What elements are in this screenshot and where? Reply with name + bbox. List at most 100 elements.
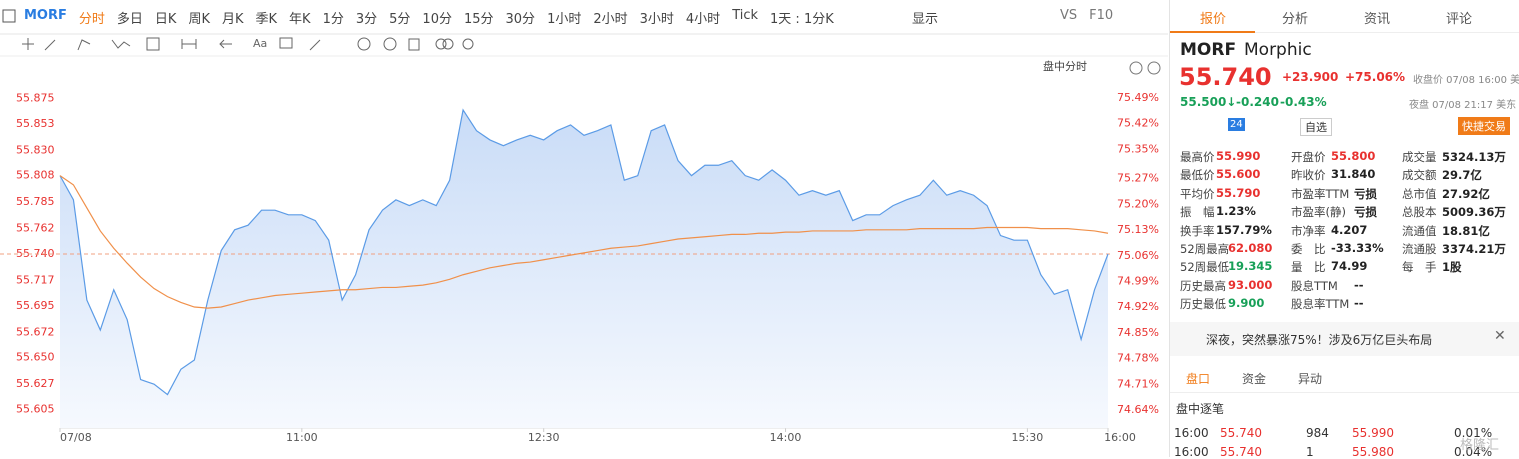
period-button[interactable]: 年K [289, 12, 311, 27]
period-button[interactable]: 2小时 [593, 12, 628, 27]
stat-label: 流通股 [1402, 242, 1437, 256]
mode-label[interactable]: 盘中分时 [1043, 59, 1087, 73]
period-button[interactable]: 1小时 [547, 12, 582, 27]
y2-tick-label: 75.13% [1117, 223, 1159, 236]
tab[interactable]: 报价 [1200, 12, 1227, 27]
period-button[interactable]: 季K [255, 12, 278, 27]
icon[interactable] [22, 38, 34, 50]
period-button[interactable]: 3小时 [639, 12, 674, 27]
stat-label: 量 比 [1291, 260, 1326, 275]
period-button[interactable]: 10分 [422, 12, 452, 27]
icon[interactable] [111, 39, 131, 49]
stat-value: 55.600 [1216, 167, 1261, 182]
ext-time: 夜盘 07/08 21:17 美东 [1409, 100, 1517, 111]
icon[interactable] [383, 37, 397, 51]
period-button[interactable]: 15分 [463, 12, 494, 27]
stat-value: 74.99 [1331, 259, 1368, 274]
tab[interactable]: 资金 [1242, 372, 1267, 386]
period-button[interactable]: 30分 [505, 12, 536, 27]
icon[interactable] [77, 39, 91, 51]
stat-label: 总股本 [1402, 205, 1437, 220]
stat-label: 市盈率TTM [1291, 186, 1350, 201]
tab[interactable]: 盘口 [1186, 372, 1211, 386]
period-button[interactable]: 分时 [78, 12, 105, 27]
icon[interactable] [442, 38, 454, 50]
trade-cell: 55.990 [1352, 426, 1394, 440]
period-button[interactable]: 1分 [322, 12, 344, 27]
tab[interactable]: 评论 [1446, 12, 1473, 27]
icon[interactable] [1147, 61, 1161, 75]
y2-tick-label: 74.64% [1117, 403, 1159, 416]
stat-label: 开盘价 [1291, 150, 1326, 164]
session-select[interactable]: 1天 : 1分K [770, 12, 834, 27]
f10-button[interactable]: F10 [1089, 8, 1114, 23]
period-button[interactable]: 日K [154, 12, 177, 27]
icon[interactable] [435, 38, 447, 50]
period-button[interactable]: 3分 [355, 12, 378, 27]
period-toolbar: MORF 分时 多日 日K 周K 月K 季K 年K 1分 3分 5分 10分 15分 30分 1小时 2小时 3… [24, 8, 834, 27]
icon[interactable] [146, 37, 160, 51]
y2-tick-label: 75.35% [1117, 142, 1159, 155]
trade-cell: 55.980 [1352, 445, 1394, 459]
stat-value: 5324.13万 [1442, 150, 1506, 164]
stat-value: 29.7亿 [1442, 168, 1482, 183]
display-button[interactable]: 显示 [912, 12, 939, 27]
trade-button[interactable]: 快捷交易 [1458, 117, 1510, 135]
news[interactable]: 深夜，突然暴涨75%！涉及6万亿巨头布局 [1206, 333, 1433, 347]
ext-change: -0.240 [1236, 95, 1279, 109]
stat-value: -- [1354, 277, 1364, 292]
period-button[interactable]: Tick [732, 8, 759, 23]
stat-value: 55.990 [1216, 149, 1261, 163]
icon[interactable] [408, 38, 420, 51]
period-button[interactable]: 多日 [116, 12, 143, 27]
stat-label: 52周最低 [1180, 260, 1230, 275]
y-tick-label: 55.762 [16, 222, 55, 235]
icon[interactable] [309, 39, 321, 51]
symbol: MORF [24, 8, 67, 23]
icon[interactable] [357, 37, 371, 51]
trade-cell: 55.740 [1220, 445, 1262, 459]
stat-label: 流通值 [1402, 223, 1437, 238]
vs-button[interactable]: VS [1060, 8, 1078, 23]
stat-value: 62.080 [1228, 241, 1273, 255]
watch-button[interactable]: 自选 [1300, 118, 1332, 136]
stat-label: 历史最高 [1180, 278, 1226, 293]
stat-value: 1股 [1442, 260, 1462, 275]
tab-underline [1170, 32, 1519, 33]
y2-tick-label: 74.78% [1117, 352, 1159, 365]
stat-label: 振 幅 [1180, 205, 1215, 220]
draw-tools [22, 37, 474, 51]
period-button[interactable]: 月K [221, 12, 244, 27]
icon[interactable] [44, 39, 56, 51]
price: 55.740 [1179, 63, 1272, 91]
tab[interactable]: 资讯 [1364, 12, 1391, 27]
symbol: MORF [1180, 40, 1237, 60]
x-tick-label: 12:30 [528, 431, 560, 444]
y-tick-label: 55.627 [16, 377, 55, 390]
stat-value: 3374.21万 [1442, 242, 1506, 256]
close-time: 收盘价 07/08 16:00 美东 [1413, 75, 1519, 86]
stat-value: 55.790 [1216, 185, 1261, 200]
icon[interactable] [219, 39, 232, 49]
stat-value: 19.345 [1228, 259, 1273, 274]
icon[interactable] [1129, 61, 1143, 75]
stat-value: 9.900 [1228, 296, 1265, 311]
icon[interactable] [181, 39, 197, 49]
period-button[interactable]: 周K [188, 12, 210, 27]
y-tick-label: 55.717 [16, 274, 55, 287]
y2-tick-label: 74.92% [1117, 300, 1159, 313]
icon[interactable] [2, 9, 16, 23]
period-button[interactable]: 4小时 [685, 12, 721, 27]
stat-value: 18.81亿 [1442, 223, 1490, 238]
font-tool[interactable]: Aa [253, 37, 267, 50]
news-bar [1170, 322, 1519, 356]
y-tick-label: 55.650 [16, 351, 55, 364]
tab[interactable]: 异动 [1298, 372, 1323, 386]
tab[interactable]: 分析 [1282, 12, 1309, 27]
trade-cell: 0.04% [1454, 445, 1493, 459]
change: +23.900 [1282, 70, 1339, 84]
icon[interactable] [462, 38, 474, 50]
period-button[interactable]: 5分 [389, 12, 411, 27]
icon[interactable] [279, 37, 293, 49]
